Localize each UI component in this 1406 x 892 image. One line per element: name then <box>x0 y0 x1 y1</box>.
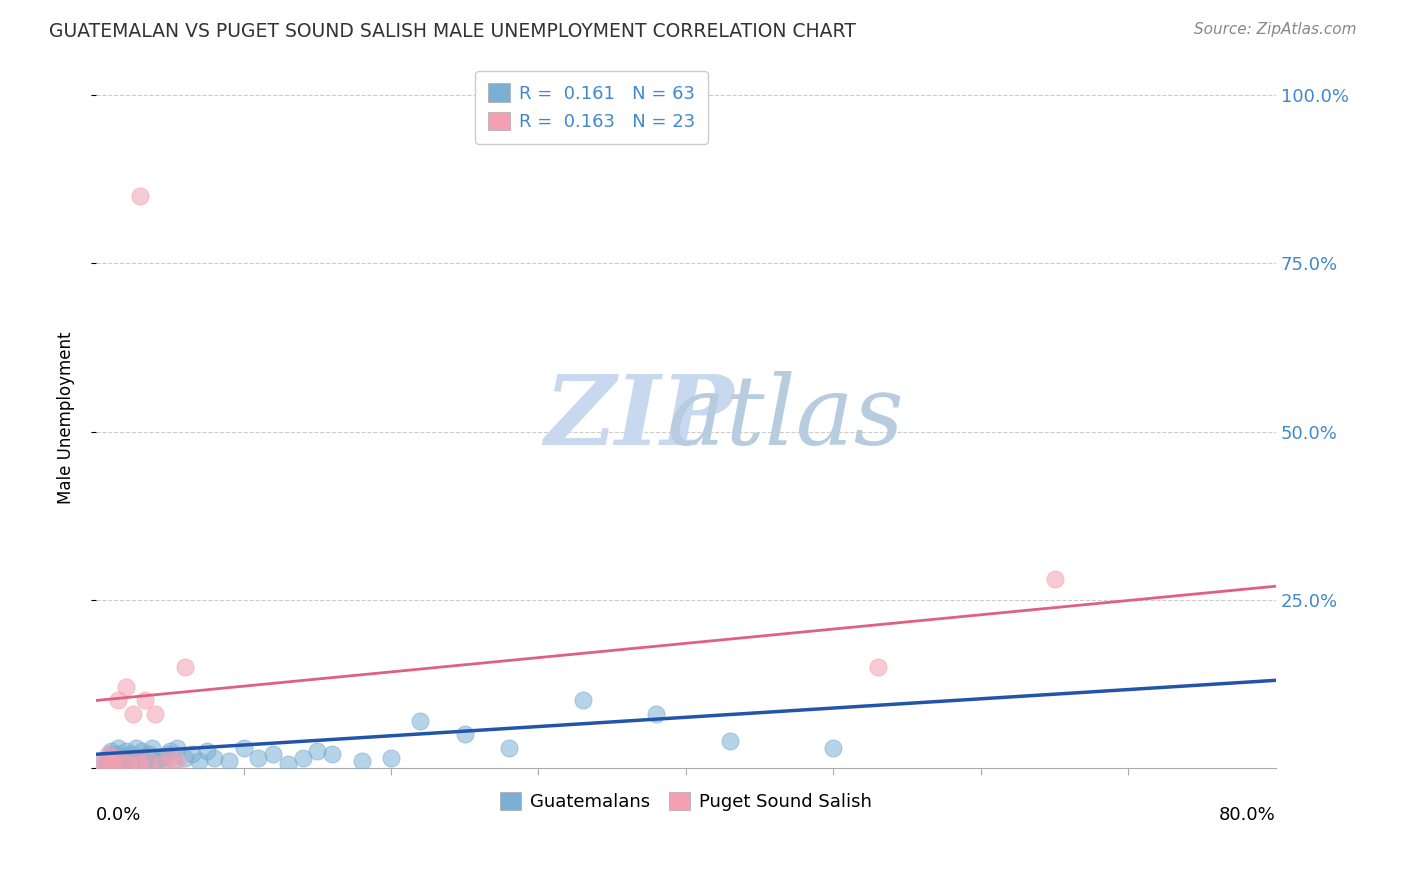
Point <box>823 740 845 755</box>
Text: atlas: atlas <box>544 371 904 465</box>
Point <box>291 750 314 764</box>
Point <box>110 750 132 764</box>
Legend: Guatemalans, Puget Sound Salish: Guatemalans, Puget Sound Salish <box>492 784 879 818</box>
Point <box>350 754 373 768</box>
Point <box>98 758 121 772</box>
Point <box>150 750 173 764</box>
Point <box>108 756 131 770</box>
Point <box>110 754 132 768</box>
Point <box>97 750 120 764</box>
Point <box>173 750 195 764</box>
Point <box>143 706 166 721</box>
Point <box>127 756 149 770</box>
Point <box>232 740 254 755</box>
Point <box>100 756 122 770</box>
Point <box>129 189 152 203</box>
Text: 0.0%: 0.0% <box>96 806 142 824</box>
Point <box>101 758 124 772</box>
Point <box>277 757 299 772</box>
Point <box>122 706 145 721</box>
Point <box>262 747 284 762</box>
Point <box>107 693 129 707</box>
Point <box>307 744 329 758</box>
Point <box>135 754 157 768</box>
Point <box>101 757 124 772</box>
Point <box>409 714 432 728</box>
Point <box>127 754 149 768</box>
Point <box>97 747 120 762</box>
Point <box>159 750 181 764</box>
Point <box>180 747 202 762</box>
Point <box>131 744 153 758</box>
Point <box>100 757 122 772</box>
Point <box>1043 573 1066 587</box>
Point <box>117 757 139 772</box>
Point <box>380 750 402 764</box>
Point <box>166 740 188 755</box>
Point <box>138 747 160 762</box>
Text: Source: ZipAtlas.com: Source: ZipAtlas.com <box>1194 22 1357 37</box>
Point <box>100 754 122 768</box>
Point <box>150 757 173 772</box>
Point <box>321 747 343 762</box>
Point <box>866 660 889 674</box>
Point <box>166 754 188 768</box>
Point <box>202 750 225 764</box>
Point <box>454 727 477 741</box>
Point <box>247 750 270 764</box>
Point <box>163 754 186 768</box>
Point <box>138 754 160 768</box>
Point <box>129 757 152 772</box>
Point <box>114 680 136 694</box>
Point <box>134 693 156 707</box>
Point <box>218 754 240 768</box>
Point <box>645 706 668 721</box>
Point <box>156 747 179 762</box>
Point <box>100 747 122 762</box>
Point <box>132 757 155 772</box>
Text: 80.0%: 80.0% <box>1219 806 1277 824</box>
Point <box>96 757 118 772</box>
Point <box>143 754 166 768</box>
Text: GUATEMALAN VS PUGET SOUND SALISH MALE UNEMPLOYMENT CORRELATION CHART: GUATEMALAN VS PUGET SOUND SALISH MALE UN… <box>49 22 856 41</box>
Point <box>107 740 129 755</box>
Point <box>100 744 122 758</box>
Point <box>146 757 169 772</box>
Point <box>93 757 115 772</box>
Point <box>118 757 141 772</box>
Point <box>107 757 129 772</box>
Point <box>96 754 118 768</box>
Point <box>103 754 125 768</box>
Point <box>117 750 139 764</box>
Point <box>125 740 148 755</box>
Point <box>141 740 163 755</box>
Y-axis label: Male Unemployment: Male Unemployment <box>58 332 75 504</box>
Point <box>115 754 138 768</box>
Point <box>104 750 127 764</box>
Point <box>188 754 211 768</box>
Point <box>159 744 181 758</box>
Point <box>104 750 127 764</box>
Point <box>112 754 135 768</box>
Text: ZIP: ZIP <box>544 371 734 465</box>
Point <box>114 744 136 758</box>
Point <box>122 754 145 768</box>
Point <box>173 660 195 674</box>
Point <box>195 744 218 758</box>
Point <box>114 757 136 772</box>
Point <box>129 750 152 764</box>
Point <box>120 747 142 762</box>
Point <box>93 754 115 768</box>
Point <box>111 758 134 772</box>
Point <box>100 754 122 768</box>
Point <box>498 740 520 755</box>
Point <box>571 693 593 707</box>
Point <box>107 747 129 762</box>
Point <box>718 734 741 748</box>
